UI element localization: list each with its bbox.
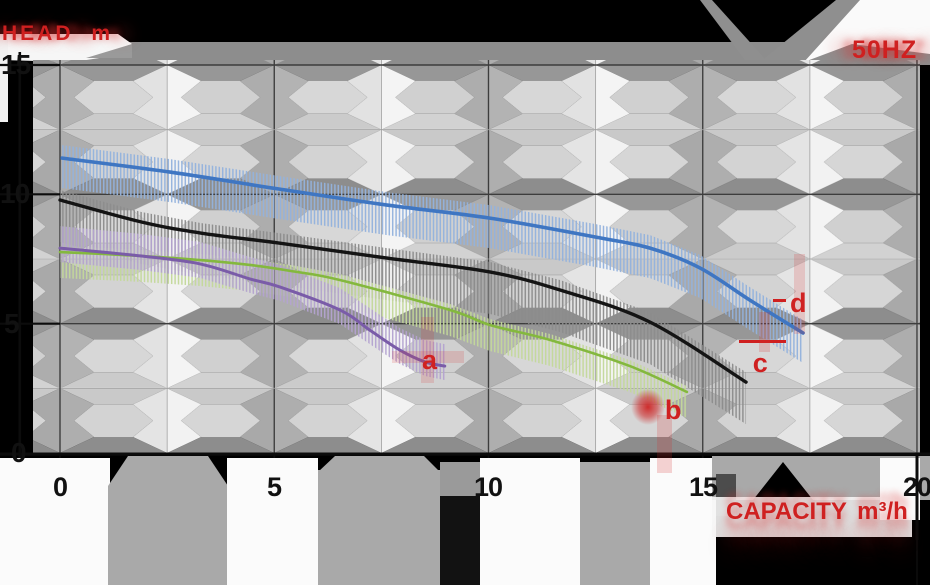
x-tick-10: 10	[473, 472, 503, 502]
y-axis-line	[18, 52, 22, 585]
y-tick-0: 0	[11, 437, 27, 468]
curve-label-a: a	[391, 316, 465, 383]
curves	[58, 156, 805, 394]
curve-label-c: c	[738, 311, 786, 378]
x-axis-line	[0, 452, 930, 456]
curve-hatch-bands	[60, 145, 804, 425]
x-tick-0: 0	[52, 472, 68, 502]
frequency-badge: 50HZ	[852, 36, 918, 64]
y-axis-title: HEAD m	[2, 22, 114, 45]
y-tick-15: 15	[1, 49, 31, 80]
x-tick-15: 15	[688, 472, 718, 502]
y-tick-5: 5	[4, 308, 20, 339]
x-tick-5: 5	[266, 472, 282, 502]
curve-label-d: d	[773, 253, 807, 334]
x-tick-20: 20	[902, 472, 930, 502]
bottom-decorations	[0, 455, 930, 585]
x-axis-title: CAPACITY m³/h	[726, 498, 908, 525]
curve-label-b: b	[631, 389, 682, 474]
y-tick-10: 10	[0, 178, 30, 209]
top-decorations	[0, 0, 930, 122]
